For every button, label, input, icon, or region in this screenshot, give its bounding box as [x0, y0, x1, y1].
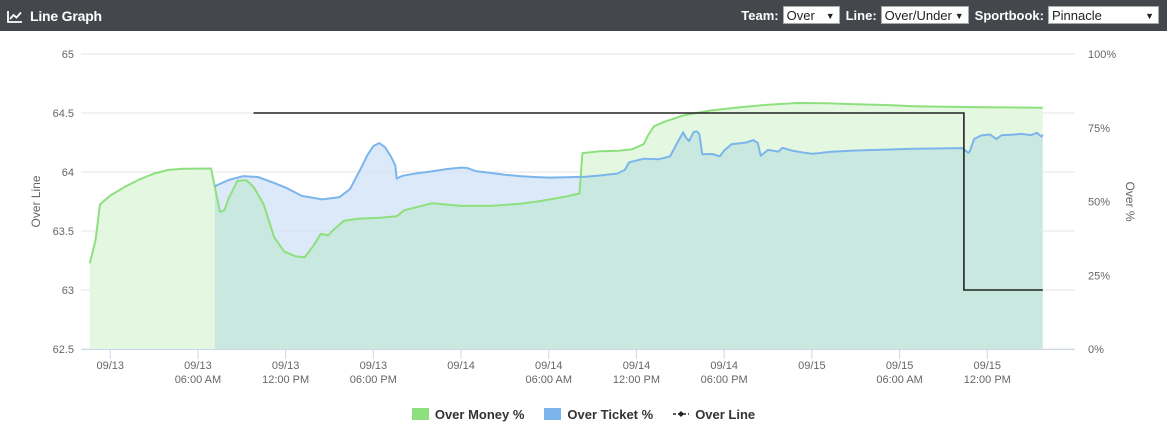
over-money-line — [88, 102, 1043, 264]
y-tick-label-left: 62.5 — [53, 344, 74, 356]
x-tick-label-date: 09/14 — [710, 360, 738, 372]
team-label: Team: — [741, 7, 779, 23]
title-wrap: Line Graph — [7, 7, 102, 25]
line-select-value: Over/Under — [884, 8, 952, 23]
x-tick-label-date: 09/13 — [272, 360, 300, 372]
chart-controls: Team: Over ▼ Line: Over/Under ▼ Sportboo… — [739, 5, 1159, 25]
chevron-down-icon: ▼ — [954, 11, 964, 21]
line-label: Line: — [845, 7, 877, 23]
y-tick-label-left: 65 — [62, 49, 74, 61]
x-tick-label-date: 09/14 — [623, 360, 651, 372]
y-axis-title-right: Over % — [1123, 181, 1137, 221]
x-tick-label-date: 09/15 — [974, 360, 1002, 372]
x-tick-label-date: 09/13 — [96, 360, 124, 372]
y-tick-label-left: 63.5 — [53, 226, 74, 238]
x-tick-label-date: 09/15 — [798, 360, 826, 372]
x-tick-label-date: 09/13 — [360, 360, 388, 372]
legend-swatch-over-ticket — [544, 408, 562, 420]
line-graph-chart: 62.5 63 63.5 64 64.5 65 0% 25% 50% 75% 100% Over Li… — [29, 49, 1137, 386]
sportsbook-select-value: Pinnacle — [1052, 8, 1102, 23]
x-tick-label-time: 06:00 AM — [876, 374, 922, 386]
y-tick-label-right: 100% — [1088, 49, 1116, 61]
y-tick-label-left: 64 — [62, 167, 74, 179]
legend-item-over-line[interactable]: Over Line — [673, 404, 755, 424]
chart-header: Line Graph Team: Over ▼ Line: Over/Under… — [0, 0, 1167, 31]
y-axis-title-left: Over Line — [29, 175, 43, 227]
x-tick-label-time: 06:00 AM — [175, 374, 221, 386]
x-tick-label-time: 12:00 PM — [613, 374, 660, 386]
overlap-area — [214, 131, 1043, 349]
x-tick-label-date: 09/14 — [535, 360, 563, 372]
y-tick-label-right: 0% — [1088, 344, 1104, 356]
sportsbook-label: Sportbook: — [974, 7, 1044, 23]
over-ticket-line — [214, 130, 1044, 201]
x-tick-label-time: 06:00 PM — [350, 374, 397, 386]
y-tick-label-right: 75% — [1088, 123, 1110, 135]
legend-line-marker-icon — [673, 411, 690, 417]
legend-item-over-ticket[interactable]: Over Ticket % — [544, 404, 653, 424]
y-tick-label-right: 50% — [1088, 197, 1110, 209]
line-chart-icon — [7, 10, 22, 23]
chevron-down-icon: ▼ — [1145, 11, 1154, 21]
over-line-series — [253, 112, 1043, 291]
chevron-down-icon: ▼ — [825, 11, 835, 21]
legend-label-over-line: Over Line — [695, 406, 756, 422]
line-select[interactable]: Over/Under ▼ — [880, 6, 969, 24]
x-tick-label-date: 09/15 — [886, 360, 914, 372]
x-tick-label-time: 06:00 AM — [526, 374, 572, 386]
x-tick-label-date: 09/14 — [447, 360, 475, 372]
y-tick-label-left: 64.5 — [53, 108, 74, 120]
x-tick-label-time: 12:00 PM — [964, 374, 1011, 386]
x-tick-label-date: 09/13 — [184, 360, 212, 372]
legend-item-over-money[interactable]: Over Money % — [411, 404, 525, 424]
x-tick-label-time: 12:00 PM — [262, 374, 309, 386]
chart-title: Line Graph — [30, 8, 102, 24]
sportsbook-select[interactable]: Pinnacle ▼ — [1048, 6, 1159, 24]
y-tick-label-right: 25% — [1088, 270, 1110, 282]
team-select-value: Over — [786, 8, 815, 23]
legend-label-over-money: Over Money % — [434, 406, 525, 422]
legend-label-over-ticket: Over Ticket % — [567, 406, 654, 422]
x-tick-label-time: 06:00 PM — [701, 374, 748, 386]
y-tick-label-left: 63 — [62, 285, 74, 297]
chart-legend: Over Money % Over Ticket % Over Line — [0, 404, 1167, 424]
legend-swatch-over-money — [411, 408, 429, 420]
team-select[interactable]: Over ▼ — [782, 6, 840, 24]
